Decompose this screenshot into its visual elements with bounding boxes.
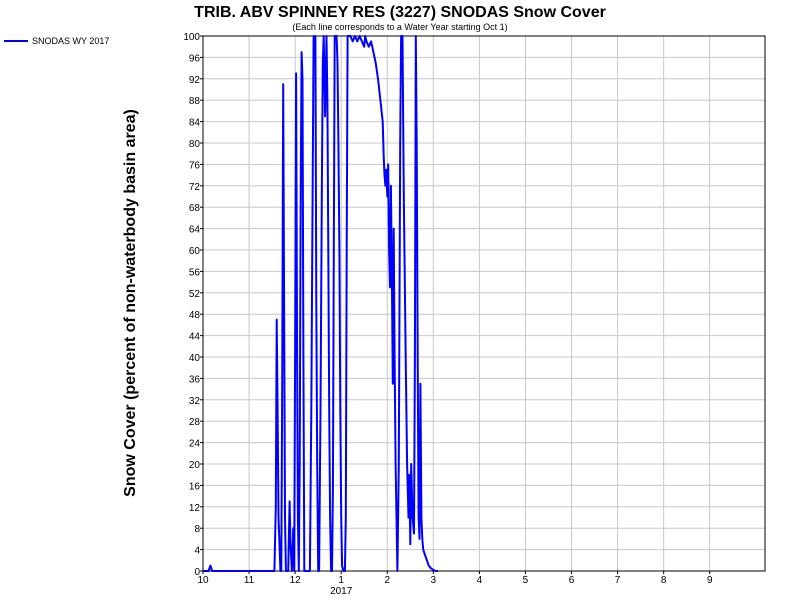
y-tick-label: 88 <box>189 96 201 107</box>
y-axis-label: Snow Cover (percent of non-waterbody bas… <box>122 109 139 497</box>
y-tick-label: 32 <box>189 396 201 407</box>
y-tick-label: 0 <box>194 567 200 578</box>
y-tick-label: 20 <box>189 460 201 471</box>
x-tick-label: 6 <box>569 575 575 586</box>
y-tick-label: 84 <box>189 118 201 129</box>
x-tick-label: 10 <box>197 575 209 586</box>
y-tick-label: 8 <box>194 524 200 535</box>
chart-subtitle: (Each line corresponds to a Water Year s… <box>292 22 507 32</box>
y-tick-label: 48 <box>189 310 201 321</box>
x-tick-label: 9 <box>707 575 713 586</box>
chart-title: TRIB. ABV SPINNEY RES (3227) SNODAS Snow… <box>194 4 606 21</box>
y-tick-label: 44 <box>189 332 201 343</box>
x-tick-label: 8 <box>661 575 667 586</box>
y-tick-label: 12 <box>189 503 201 514</box>
y-tick-label: 64 <box>189 225 201 236</box>
legend: SNODAS WY 2017 <box>4 36 109 46</box>
y-tick-label: 24 <box>189 439 201 450</box>
y-tick-label: 52 <box>189 289 201 300</box>
y-tick-label: 80 <box>189 139 201 150</box>
y-tick-label: 36 <box>189 374 201 385</box>
y-axis: 0481216202428323640444852566064687276808… <box>183 32 203 578</box>
plot-frame <box>202 35 766 572</box>
x-tick-label: 4 <box>477 575 483 586</box>
x-year-label: 2017 <box>330 586 353 597</box>
x-tick-label: 11 <box>244 575 255 586</box>
x-tick-label: 5 <box>523 575 529 586</box>
y-tick-label: 76 <box>189 160 201 171</box>
series-layer <box>203 35 438 572</box>
y-tick-label: 56 <box>189 267 201 278</box>
x-tick-label: 7 <box>615 575 621 586</box>
y-tick-label: 4 <box>194 546 200 557</box>
x-axis: 10 11 12 1 2 3 4 5 6 7 8 9 <box>197 571 713 586</box>
y-tick-label: 16 <box>189 481 201 492</box>
y-tick-label: 68 <box>189 203 201 214</box>
legend-label: SNODAS WY 2017 <box>32 36 109 46</box>
y-tick-label: 28 <box>189 417 201 428</box>
series-line <box>203 35 438 572</box>
y-tick-label: 60 <box>189 246 201 257</box>
x-tick-label: 12 <box>290 575 302 586</box>
y-tick-label: 72 <box>189 182 201 193</box>
x-tick-label: 1 <box>338 575 344 586</box>
x-tick-label: 3 <box>431 575 437 586</box>
x-tick-label: 2 <box>384 575 390 586</box>
grid <box>203 36 765 571</box>
y-tick-label: 40 <box>189 353 201 364</box>
y-tick-label: 96 <box>189 53 201 64</box>
y-tick-label: 92 <box>189 75 201 86</box>
y-tick-label: 100 <box>183 32 200 43</box>
